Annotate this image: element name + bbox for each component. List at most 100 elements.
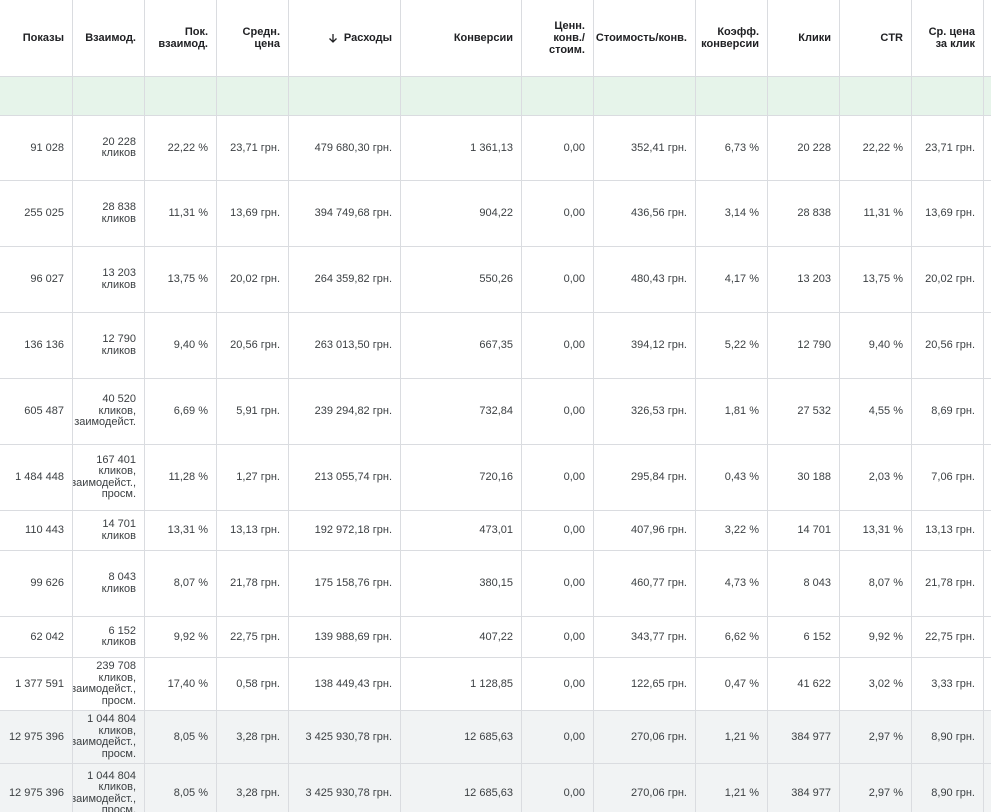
cell-text: 13,13 грн. xyxy=(925,524,975,536)
table-cell: 460,77 грн. xyxy=(594,551,696,617)
cell-text: кликов xyxy=(101,147,136,159)
table-cell: 23,71 грн. xyxy=(912,116,984,181)
cell-text: 270,06 грн. xyxy=(631,787,687,799)
empty-cell xyxy=(696,77,768,116)
table-cell: 8,05 % xyxy=(145,711,217,764)
cell-text: 0,00 xyxy=(563,405,585,417)
table-cell: 5,91 грн. xyxy=(217,379,289,445)
table-cell: 110 443 xyxy=(0,511,73,551)
cell-text: 5,91 грн. xyxy=(236,405,280,417)
cell-text: 136 136 xyxy=(24,339,64,351)
table-cell: 8,90 грн. xyxy=(912,764,984,812)
table-cell: 175 158,76 грн. xyxy=(289,551,401,617)
cell-text: 14 701 xyxy=(797,524,831,536)
table-cell: 22,75 грн. xyxy=(912,617,984,658)
cell-text: 473,01 xyxy=(479,524,513,536)
table-cell: 394,12 грн. xyxy=(594,313,696,379)
cell-text: 12 790 xyxy=(102,333,136,345)
table-cell: 5,22 % xyxy=(696,313,768,379)
cell-text: 436,56 грн. xyxy=(631,207,687,219)
cell-text: кликов xyxy=(101,212,136,225)
column-header[interactable]: Ср. цена за клик xyxy=(912,0,984,77)
table-cell: 12 790 xyxy=(768,313,840,379)
table-cell: 550,26 xyxy=(401,247,522,313)
table-cell: 4,73 % xyxy=(696,551,768,617)
cell-text: 9,92 % xyxy=(173,630,208,643)
cell-text: 1,81 % xyxy=(724,405,759,417)
column-header[interactable]: Показы xyxy=(0,0,73,77)
table-cell: 9,40 % xyxy=(145,313,217,379)
column-header[interactable]: CTR xyxy=(840,0,912,77)
empty-cell xyxy=(73,77,145,116)
column-header[interactable]: Расходы xyxy=(289,0,401,77)
header-text: Конверсии xyxy=(453,32,513,44)
cell-text: 62 042 xyxy=(30,630,64,643)
cell-text: 7,06 грн. xyxy=(931,471,975,483)
table-cell: 0,43 % xyxy=(696,445,768,511)
header-text: Расходы xyxy=(328,32,392,44)
header-text: Коэфф. xyxy=(717,26,759,38)
table-cell: 99 626 xyxy=(0,551,73,617)
column-header[interactable]: Взаимод. xyxy=(73,0,145,77)
cell-text: 1,21 % xyxy=(724,787,759,799)
cell-text: 270,06 грн. xyxy=(631,730,687,743)
table-cell: 14 701 xyxy=(768,511,840,551)
table-cell: 263 013,50 грн. xyxy=(289,313,401,379)
cell-text: 0,00 xyxy=(563,207,585,219)
table-cell: 13 203 кликов xyxy=(73,247,145,313)
header-text: взаимод. xyxy=(158,38,208,50)
cell-text: кликов, xyxy=(98,781,136,793)
cell-text: 3,02 % xyxy=(868,677,903,690)
cell-text: 22,22 % xyxy=(862,141,903,154)
table-cell: 0,00 xyxy=(522,551,594,617)
column-header[interactable]: Ценн. конв./стоим. xyxy=(522,0,594,77)
table-cell: 139 988,69 грн. xyxy=(289,617,401,658)
cell-text: 0,00 xyxy=(563,730,585,743)
column-header[interactable]: Клики xyxy=(768,0,840,77)
table-cell: 1 361,13 xyxy=(401,116,522,181)
table-cell: 7,06 грн. xyxy=(912,445,984,511)
table-cell: 22,22 % xyxy=(145,116,217,181)
column-header[interactable]: Стоимость/конв. xyxy=(594,0,696,77)
cell-text: 479 680,30 грн. xyxy=(314,141,392,154)
table-cell: 20,02 грн. xyxy=(912,247,984,313)
table-cell: 436,56 грн. xyxy=(594,181,696,247)
table-cell: 3 425 930,78 грн. xyxy=(289,711,401,764)
cell-text: 6 152 xyxy=(803,630,831,643)
table-cell: 0,47 % xyxy=(696,658,768,711)
table-cell: 13,31 % xyxy=(840,511,912,551)
column-header[interactable]: Коэфф. конверсии xyxy=(696,0,768,77)
cell-text: 4,55 % xyxy=(868,405,903,417)
column-header[interactable]: Средн. цена xyxy=(217,0,289,77)
header-text: стоим. xyxy=(548,44,585,56)
table-cell: 0,00 xyxy=(522,181,594,247)
table-cell: 384 977 xyxy=(768,711,840,764)
table-cell: 2,03 % xyxy=(840,445,912,511)
table-cell: 255 025 xyxy=(0,181,73,247)
table-cell: 14 701 кликов xyxy=(73,511,145,551)
cell-text: 732,84 xyxy=(479,405,513,417)
cell-text: 8,05 % xyxy=(173,787,208,799)
table-cell: 239 708 кликов, заимодейст., просм. xyxy=(73,658,145,711)
cell-text: 22,75 грн. xyxy=(925,630,975,643)
cell-text: 8,69 грн. xyxy=(931,405,975,417)
column-header[interactable]: Конверсии xyxy=(401,0,522,77)
table-cell: 22,22 % xyxy=(840,116,912,181)
table-cell: 21,78 грн. xyxy=(217,551,289,617)
table-cell: 0,00 xyxy=(522,764,594,812)
cell-text: 550,26 xyxy=(479,273,513,285)
column-header[interactable]: Пок. взаимод. xyxy=(145,0,217,77)
table-cell: 295,84 грн. xyxy=(594,445,696,511)
cell-text: 12 975 396 xyxy=(8,787,64,799)
cell-text: 13 203 xyxy=(102,267,136,279)
cell-text: просм. xyxy=(101,804,136,812)
header-text: Показы xyxy=(22,32,64,44)
header-text: Средн. xyxy=(242,26,280,38)
table-cell xyxy=(984,445,991,511)
cell-text: кликов, xyxy=(98,671,136,684)
table-cell: 1 044 804 кликов, заимодейст., просм. xyxy=(73,711,145,764)
table-cell: 3 425 930,78 грн. xyxy=(289,764,401,812)
table-cell xyxy=(984,511,991,551)
cell-text: 41 622 xyxy=(797,677,831,690)
